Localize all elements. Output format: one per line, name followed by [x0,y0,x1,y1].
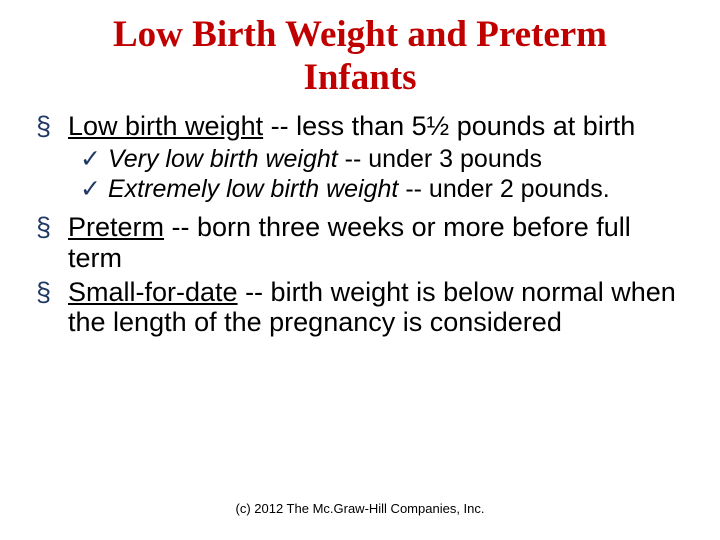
slide: Low Birth Weight and Preterm Infants § Lo… [0,0,720,540]
bullet-rest: -- less than 5½ pounds at birth [263,111,635,141]
sub-bullet-rest: -- under 2 pounds. [398,175,609,203]
sub-bullet-item: ✓Extremely low birth weight -- under 2 p… [80,175,684,205]
bullet-item: § Low birth weight -- less than 5½ pounds… [36,111,684,141]
bullet-term: Preterm [68,212,164,242]
sub-bullet-rest: -- under 3 pounds [338,145,542,173]
bullet-item: §Small-for-date -- birth weight is below… [36,277,684,337]
bullet-marker-icon: § [36,111,51,141]
check-icon: ✓ [80,175,101,205]
bullet-marker-icon: § [36,212,51,242]
sub-bullet-item: ✓Very low birth weight -- under 3 pounds [80,145,684,175]
slide-title: Low Birth Weight and Preterm Infants [36,14,684,99]
check-icon: ✓ [80,145,101,175]
copyright-footer: (c) 2012 The Mc.Graw-Hill Companies, Inc… [0,501,720,516]
title-line2: Infants [303,57,416,98]
bullet-list: § Low birth weight -- less than 5½ pounds… [36,111,684,337]
sub-bullet-list: ✓Very low birth weight -- under 3 pounds… [36,145,684,204]
title-line1: Low Birth Weight and Preterm [113,14,607,55]
bullet-term: Small-for-date [68,277,238,307]
footer-text: (c) 2012 The Mc.Graw-Hill Companies, Inc… [235,501,484,516]
sub-bullet-italic: Very low birth weight [108,145,338,173]
bullet-term: Low birth weight [68,111,263,141]
bullet-marker-icon: § [36,277,51,307]
bullet-item: §Preterm -- born three weeks or more bef… [36,212,684,272]
sub-bullet-italic: Extremely low birth weight [108,175,398,203]
